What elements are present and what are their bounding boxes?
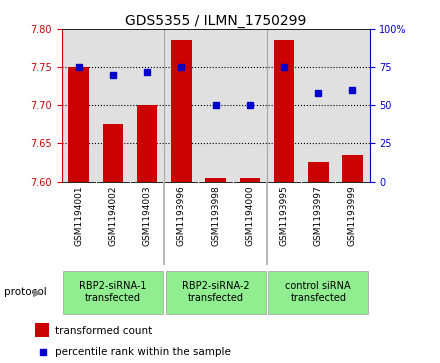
Text: GSM1194001: GSM1194001 (74, 186, 83, 246)
Bar (103, 124, 123, 182)
Text: GSM1193995: GSM1193995 (279, 186, 289, 246)
Bar (239, 178, 260, 182)
Text: protocol: protocol (4, 287, 47, 297)
Text: transformed count: transformed count (55, 326, 152, 336)
Title: GDS5355 / ILMN_1750299: GDS5355 / ILMN_1750299 (125, 14, 306, 28)
Bar (205, 178, 226, 182)
Bar (171, 40, 192, 182)
Text: percentile rank within the sample: percentile rank within the sample (55, 347, 231, 357)
Text: control siRNA
transfected: control siRNA transfected (286, 281, 351, 303)
Text: ▶: ▶ (33, 287, 42, 297)
Text: RBP2-siRNA-1
transfected: RBP2-siRNA-1 transfected (79, 281, 147, 303)
Text: GSM1193999: GSM1193999 (348, 186, 357, 246)
FancyBboxPatch shape (268, 270, 368, 314)
Text: GSM1194003: GSM1194003 (143, 186, 152, 246)
Text: GSM1194002: GSM1194002 (108, 186, 117, 246)
Bar (308, 162, 329, 182)
Text: GSM1194000: GSM1194000 (246, 186, 254, 246)
Text: GSM1193996: GSM1193996 (177, 186, 186, 246)
Bar (274, 40, 294, 182)
Bar (35, 323, 49, 338)
Bar (137, 105, 158, 182)
FancyBboxPatch shape (63, 270, 163, 314)
Text: GSM1193997: GSM1193997 (314, 186, 323, 246)
Text: RBP2-siRNA-2
transfected: RBP2-siRNA-2 transfected (182, 281, 249, 303)
FancyBboxPatch shape (165, 270, 266, 314)
Bar (342, 155, 363, 182)
Bar (69, 67, 89, 182)
Text: GSM1193998: GSM1193998 (211, 186, 220, 246)
